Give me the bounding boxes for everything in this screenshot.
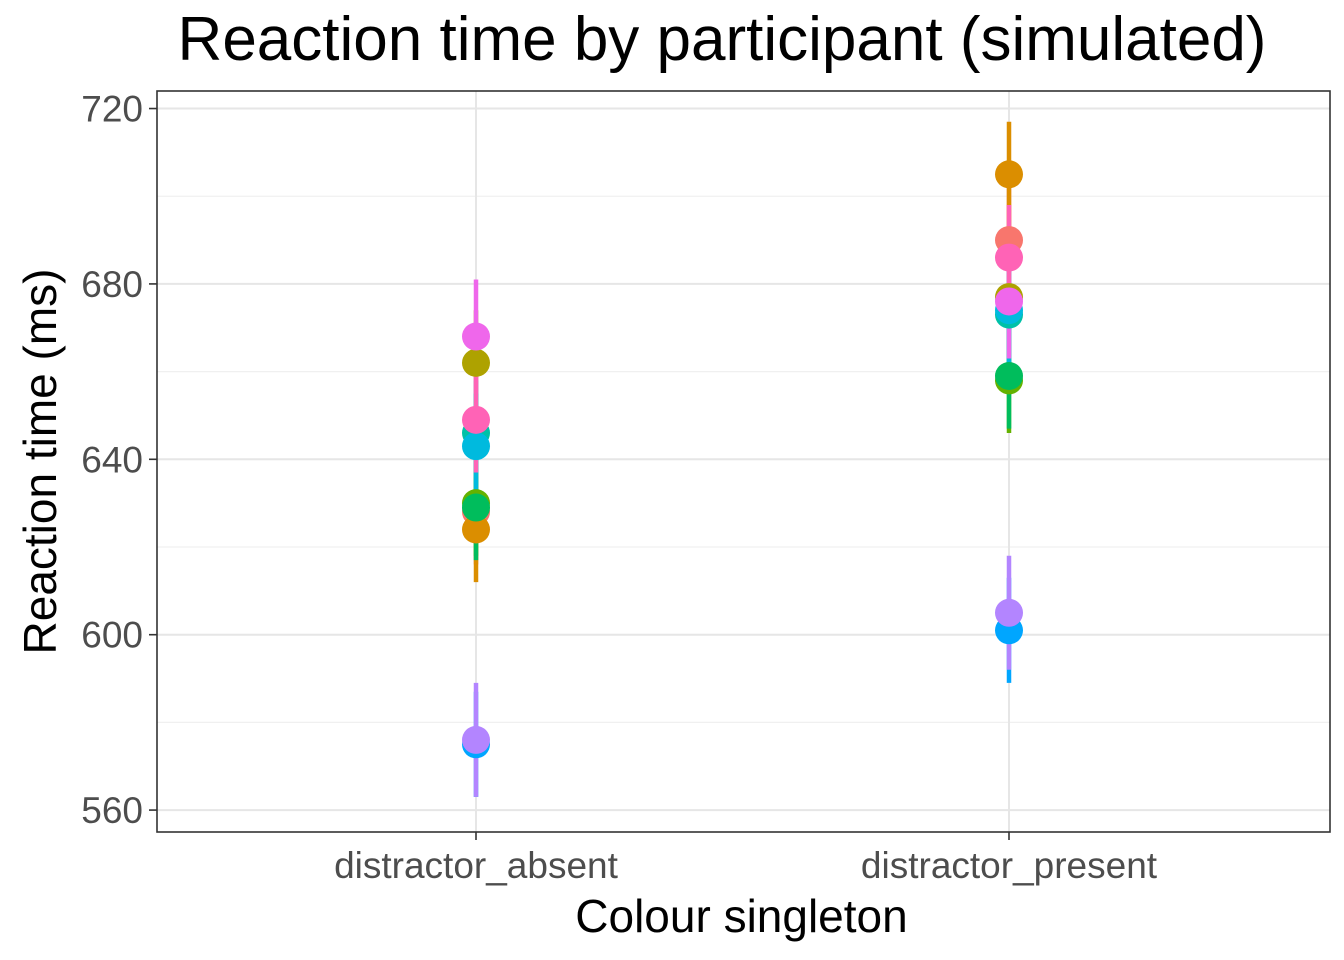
data-point <box>995 243 1023 272</box>
y-tick-label: 640 <box>81 439 143 480</box>
axes: 560 600 640 680 720 distractor_absent distract… <box>14 89 1158 942</box>
x-axis-title: Colour singleton <box>575 890 907 942</box>
y-axis-title: Reaction time (ms) <box>14 269 66 655</box>
data-point <box>462 348 490 377</box>
data-point <box>995 160 1023 189</box>
y-tick-label: 560 <box>81 790 143 831</box>
data-point <box>462 515 490 544</box>
chart-title: Reaction time by participant (simulated) <box>177 5 1267 74</box>
grid <box>157 91 1330 832</box>
data-point <box>995 287 1023 316</box>
data-point <box>462 725 490 754</box>
data-point <box>462 493 490 522</box>
data-point <box>995 362 1023 390</box>
panel-border <box>156 90 1331 833</box>
x-tick-label: distractor_absent <box>334 845 619 886</box>
data-point <box>995 598 1023 627</box>
y-tick-label: 680 <box>81 264 143 305</box>
points <box>462 160 1023 759</box>
data-point <box>462 322 490 351</box>
y-tick-label: 720 <box>81 89 143 130</box>
data-point <box>462 405 490 434</box>
data-point <box>462 432 490 461</box>
x-tick-label: distractor_present <box>861 845 1158 886</box>
y-tick-label: 600 <box>81 615 143 656</box>
